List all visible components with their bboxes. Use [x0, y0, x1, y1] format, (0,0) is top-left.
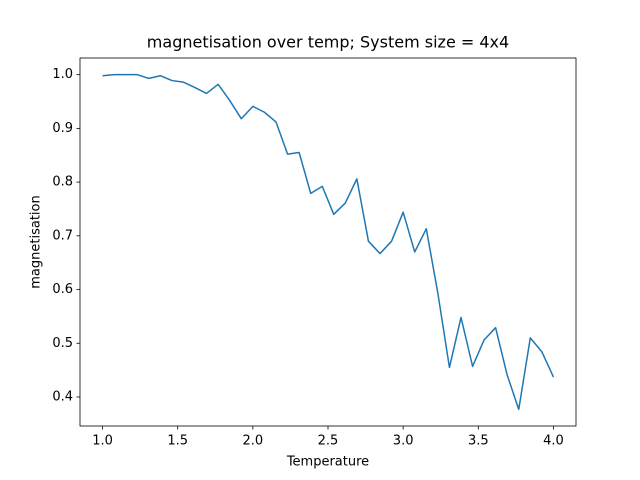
y-tick-label: 0.8: [52, 175, 73, 190]
chart-title: magnetisation over temp; System size = 4…: [147, 33, 509, 52]
x-tick-label: 3.0: [393, 434, 414, 449]
y-tick-label: 0.5: [52, 336, 73, 351]
x-tick-label: 2.5: [318, 434, 339, 449]
y-tick-label: 0.9: [52, 121, 73, 136]
x-tick-label: 4.0: [543, 434, 564, 449]
y-tick-label: 0.7: [52, 228, 73, 243]
x-tick-label: 3.5: [468, 434, 489, 449]
plot-frame: [79, 57, 577, 427]
x-tick-label: 1.5: [167, 434, 188, 449]
data-line: [102, 73, 555, 411]
x-tick-label: 1.0: [92, 434, 113, 449]
y-tick-label: 0.6: [52, 282, 73, 297]
y-tick-label: 1.0: [52, 67, 73, 82]
x-axis-label: Temperature: [286, 455, 369, 470]
y-axis-label: magnetisation: [29, 195, 44, 288]
x-tick-label: 2.0: [243, 434, 264, 449]
y-tick-label: 0.4: [52, 389, 73, 404]
